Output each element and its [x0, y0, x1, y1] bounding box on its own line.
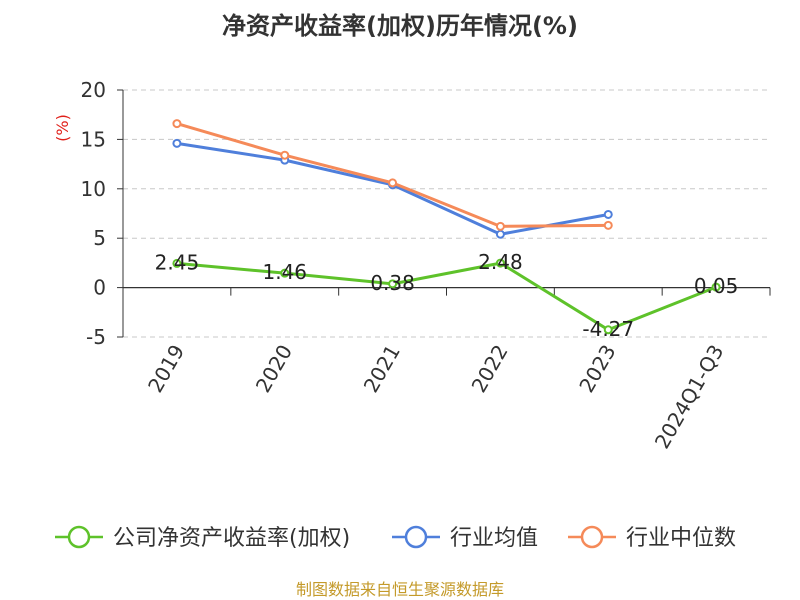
data-label: 2.45 — [155, 250, 200, 274]
x-tick-label: 2019 — [143, 341, 189, 397]
source-note: 制图数据来自恒生聚源数据库 — [296, 580, 504, 599]
x-tick-label: 2023 — [574, 341, 620, 397]
data-label: 2.48 — [478, 250, 523, 274]
data-point — [603, 325, 613, 335]
x-tick-label: 2022 — [467, 340, 513, 396]
data-point — [280, 150, 290, 160]
data-point — [172, 258, 182, 268]
legend-swatch-marker — [404, 525, 428, 549]
data-point — [603, 209, 613, 219]
data-label: -4.27 — [582, 317, 634, 341]
legend-label: 公司净资产收益率(加权) — [113, 526, 350, 551]
data-point — [388, 178, 398, 188]
x-tick-label: 2020 — [251, 341, 297, 397]
data-point — [280, 268, 290, 278]
legend-label: 行业均值 — [450, 526, 538, 551]
data-label: 0.05 — [694, 274, 739, 298]
y-tick-label: 20 — [81, 78, 106, 102]
series-lines — [172, 119, 721, 335]
y-tick-label: 5 — [93, 226, 106, 250]
data-point — [172, 138, 182, 148]
series-line-0 — [176, 261, 717, 332]
data-point — [172, 119, 182, 129]
data-point — [711, 282, 721, 292]
chart-title: 净资产收益率(加权)历年情况(%) — [222, 12, 578, 40]
x-tick-label: 2024Q1-Q3 — [650, 341, 729, 453]
y-tick-label: 10 — [81, 177, 106, 201]
legend-label: 行业中位数 — [626, 526, 736, 551]
x-tick-label: 2021 — [359, 341, 405, 397]
y-tick-label: 15 — [81, 127, 106, 151]
y-tick-label: 0 — [93, 276, 106, 300]
data-point — [388, 279, 398, 289]
data-point — [495, 221, 505, 231]
data-point — [495, 229, 505, 239]
legend-swatch-marker — [67, 525, 91, 549]
legend-swatch-marker — [580, 525, 604, 549]
grid-lines — [123, 89, 770, 338]
data-label: 0.38 — [370, 271, 415, 295]
data-point — [603, 220, 613, 230]
data-label: 1.46 — [262, 260, 307, 284]
data-point — [495, 258, 505, 268]
data-labels: 2.45 1.46 0.38 2.48 -4.27 0.05 — [155, 250, 739, 341]
y-axis-unit-label: (%) — [53, 114, 72, 142]
legend: 公司净资产收益率(加权) 行业均值 行业中位数 — [55, 525, 736, 551]
y-tick-label: -5 — [86, 325, 106, 349]
